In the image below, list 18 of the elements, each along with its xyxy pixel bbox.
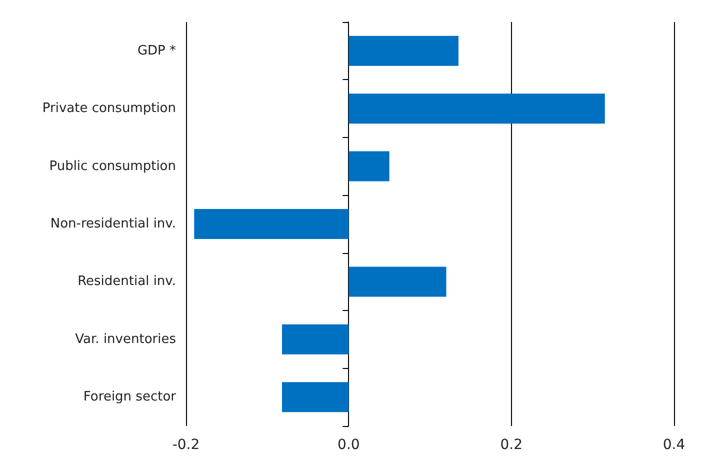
bar	[348, 36, 458, 66]
bar	[282, 324, 349, 354]
y-tick-label: Residential inv.	[78, 274, 176, 290]
y-tick-label: Var. inventories	[75, 332, 176, 347]
bar	[194, 208, 349, 240]
y-tick-label: Private consumption	[42, 101, 176, 116]
x-tick-label: -0.2	[172, 437, 200, 453]
y-tick-label: Non-residential inv.	[50, 216, 176, 232]
bar	[348, 151, 390, 182]
x-tick-label: 0.4	[662, 437, 686, 453]
x-tick-label: 0.0	[338, 437, 360, 453]
y-tick-label: Foreign sector	[83, 390, 177, 405]
y-tick-label: GDP *	[137, 43, 176, 58]
bar	[348, 94, 605, 124]
bar	[282, 382, 349, 412]
x-tick-label: 0.2	[500, 437, 522, 453]
y-tick-label: Public consumption	[49, 158, 176, 174]
bar	[348, 266, 446, 297]
